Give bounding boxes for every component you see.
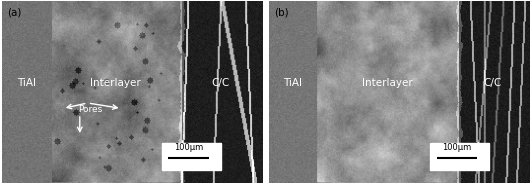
Text: Pores: Pores — [78, 105, 102, 114]
Text: (a): (a) — [7, 8, 21, 18]
Bar — [430, 143, 489, 170]
Text: Interlayer: Interlayer — [362, 78, 413, 88]
Text: TiAl: TiAl — [282, 78, 302, 88]
Text: 100μm: 100μm — [174, 143, 203, 152]
Text: TiAl: TiAl — [17, 78, 36, 88]
Text: (b): (b) — [274, 8, 288, 18]
Text: Interlayer: Interlayer — [90, 78, 140, 88]
Text: 100μm: 100μm — [442, 143, 472, 152]
Text: C/C: C/C — [211, 78, 230, 88]
Text: C/C: C/C — [484, 78, 502, 88]
Bar — [162, 143, 220, 170]
